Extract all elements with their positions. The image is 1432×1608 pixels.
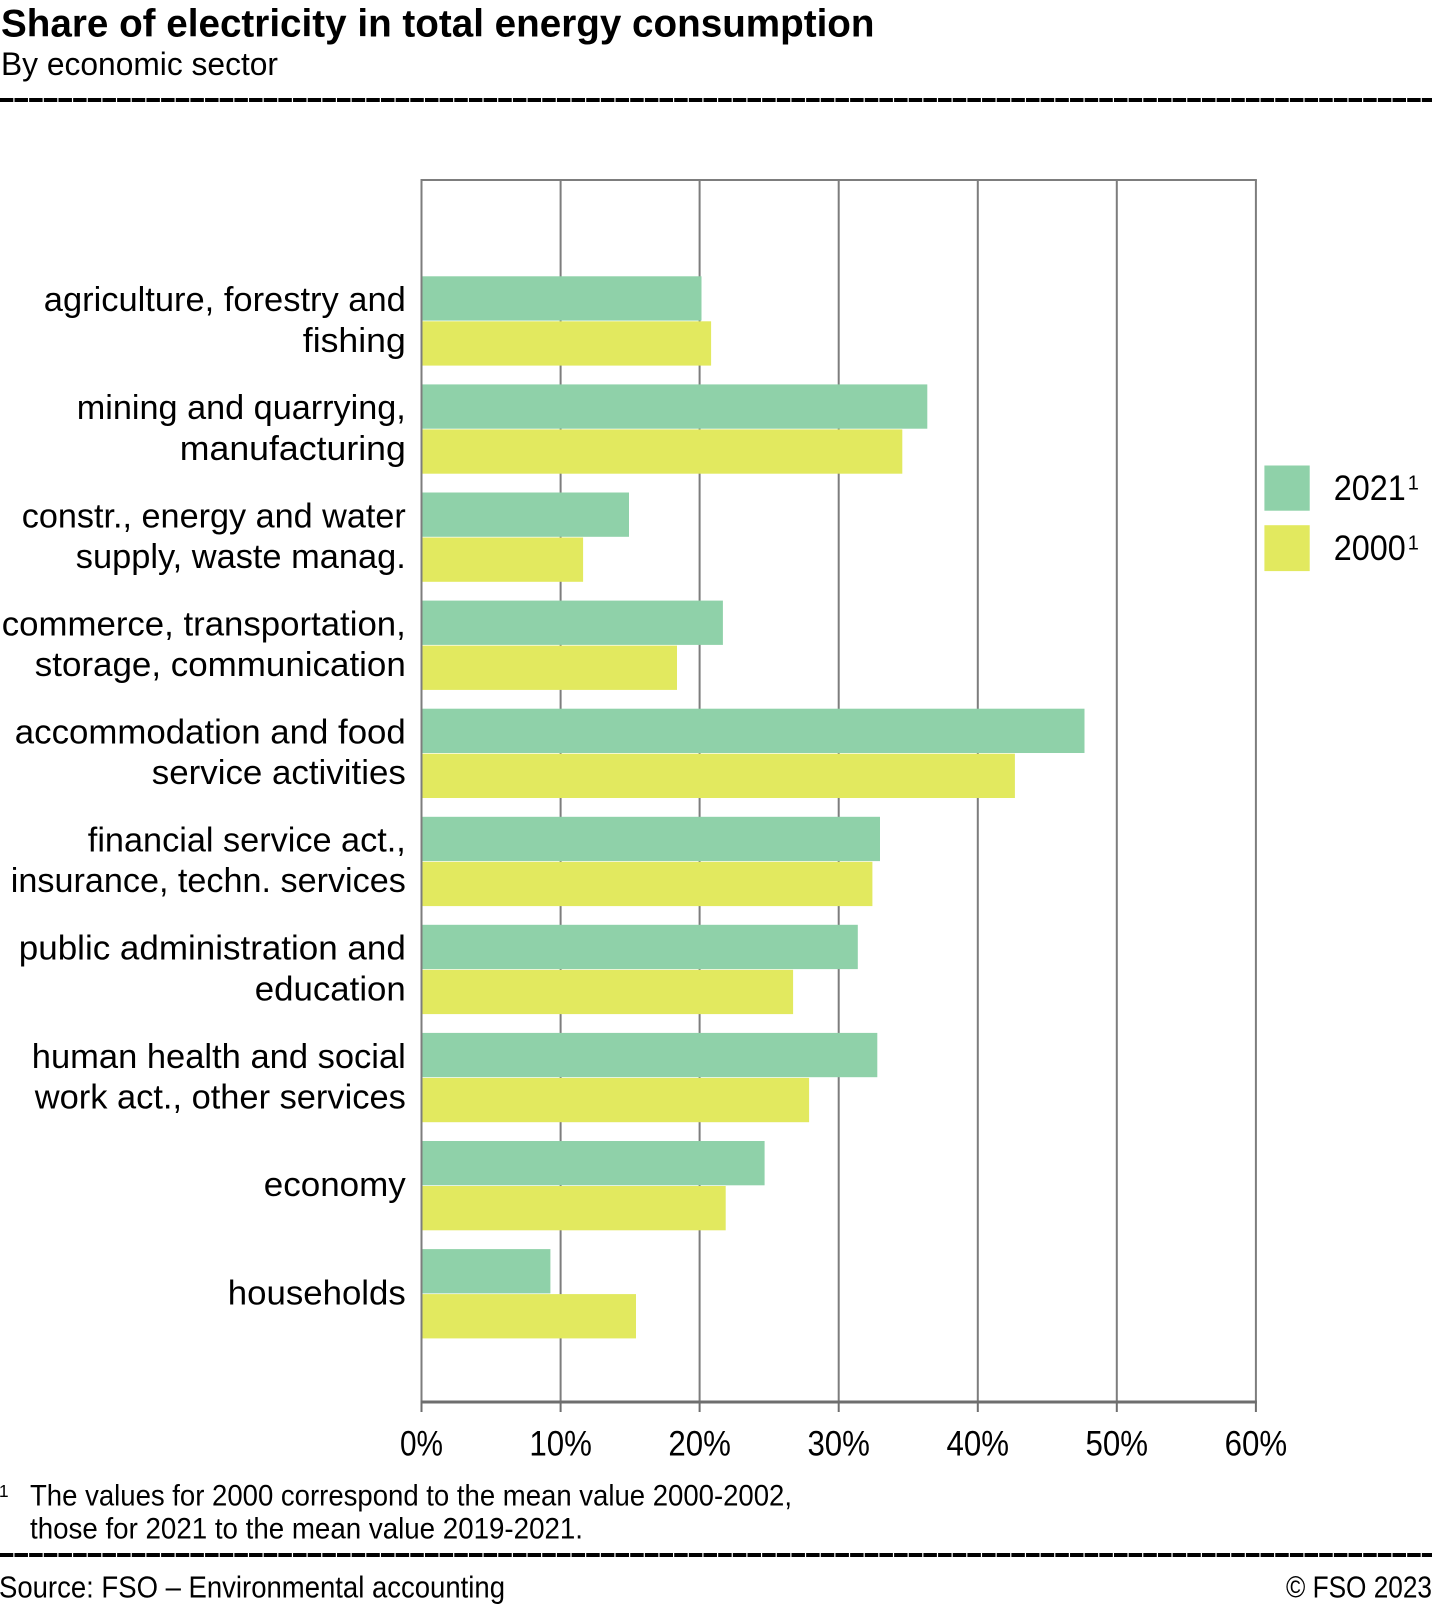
svg-text:1: 1: [1408, 533, 1419, 555]
svg-text:manufacturing: manufacturing: [180, 430, 406, 468]
svg-text:mining and quarrying,: mining and quarrying,: [77, 389, 406, 427]
svg-text:40%: 40%: [947, 1425, 1010, 1464]
svg-text:service activities: service activities: [152, 754, 406, 792]
svg-text:storage, communication: storage, communication: [35, 646, 406, 684]
svg-text:public administration and: public administration and: [19, 930, 406, 968]
svg-text:fishing: fishing: [303, 322, 406, 360]
svg-text:1: 1: [1408, 472, 1419, 494]
svg-text:economy: economy: [264, 1166, 406, 1204]
svg-text:human health and social: human health and social: [32, 1038, 406, 1076]
svg-text:insurance, techn. services: insurance, techn. services: [11, 862, 406, 900]
svg-text:Share of electricity in total: Share of electricity in total energy con…: [1, 3, 875, 46]
svg-text:accommodation and food: accommodation and food: [15, 714, 406, 752]
svg-text:financial service act.,: financial service act.,: [88, 822, 406, 860]
svg-text:1: 1: [0, 1481, 9, 1501]
svg-text:60%: 60%: [1225, 1425, 1288, 1464]
svg-text:2000: 2000: [1334, 529, 1406, 568]
svg-text:2021: 2021: [1334, 469, 1406, 508]
svg-text:By economic sector: By economic sector: [1, 46, 278, 82]
svg-text:supply, waste manag.: supply, waste manag.: [76, 538, 406, 576]
svg-text:20%: 20%: [668, 1425, 731, 1464]
svg-text:10%: 10%: [529, 1425, 592, 1464]
svg-text:The values for 2000 correspond: The values for 2000 correspond to the me…: [30, 1480, 792, 1513]
svg-text:Source: FSO – Environmental ac: Source: FSO – Environmental accounting: [0, 1569, 505, 1604]
svg-text:30%: 30%: [807, 1425, 870, 1464]
svg-text:agriculture, forestry and: agriculture, forestry and: [44, 281, 406, 319]
svg-text:50%: 50%: [1086, 1425, 1149, 1464]
svg-text:© FSO 2023: © FSO 2023: [1286, 1569, 1432, 1604]
svg-text:education: education: [255, 970, 406, 1008]
svg-text:commerce, transportation,: commerce, transportation,: [2, 605, 406, 643]
svg-text:constr., energy and water: constr., energy and water: [22, 497, 406, 535]
svg-text:work act., other services: work act., other services: [34, 1078, 406, 1116]
svg-text:0%: 0%: [400, 1425, 443, 1464]
svg-text:households: households: [228, 1274, 406, 1312]
svg-text:those for 2021 to the mean val: those for 2021 to the mean value 2019-20…: [30, 1512, 583, 1545]
